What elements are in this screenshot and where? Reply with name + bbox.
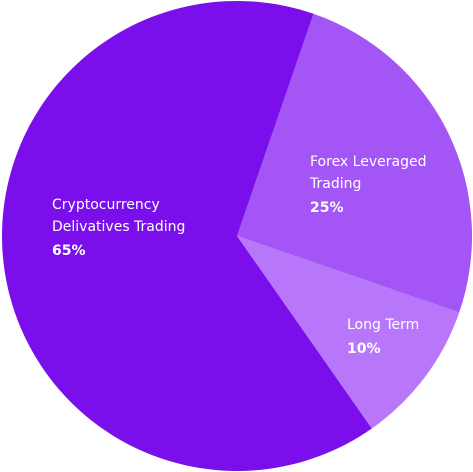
- slice-label: Forex Leveraged: [310, 154, 426, 170]
- pie-labels: Cryptocurrency Delivatives Trading 65% Fore…: [52, 154, 426, 357]
- slice-label: Trading: [309, 176, 361, 192]
- pie-slice: [237, 236, 460, 429]
- slice-percent-label: 25%: [310, 200, 344, 216]
- slice-percent-label: 10%: [347, 341, 381, 357]
- pie-slice: [2, 0, 372, 471]
- pie-slice: [237, 13, 473, 313]
- slice-percent-label: 65%: [52, 243, 86, 259]
- slice-label: Cryptocurrency: [52, 197, 160, 213]
- slice-label: Delivatives Trading: [52, 219, 185, 235]
- slice-label: Long Term: [347, 317, 419, 333]
